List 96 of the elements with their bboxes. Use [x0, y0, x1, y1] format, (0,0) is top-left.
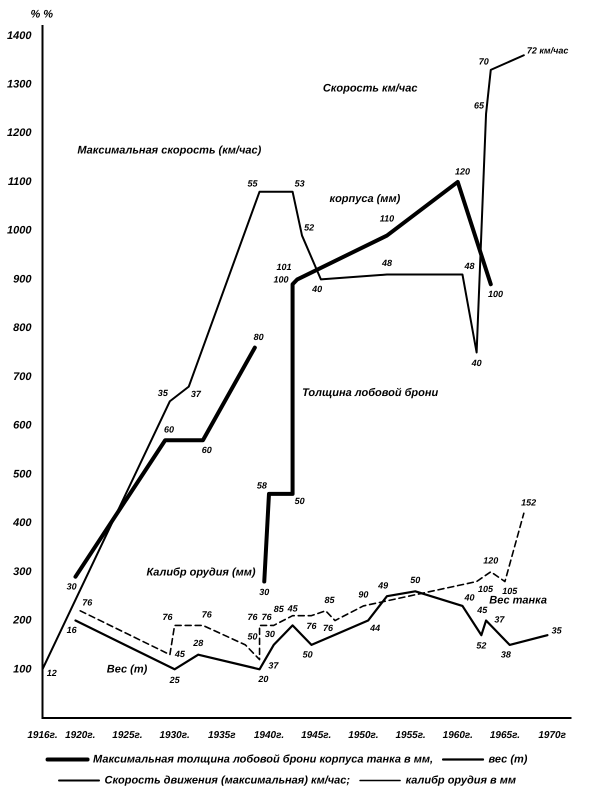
annotation: 44 [369, 622, 380, 633]
annotation: 25 [168, 674, 181, 685]
y-tick-label: 1200 [6, 127, 32, 140]
annotation: 30 [259, 587, 270, 598]
x-tick-label: 1930г. [159, 730, 190, 741]
annotation: Вес танка [489, 594, 548, 606]
x-tick-label: 1940г. [254, 730, 284, 741]
x-tick-label: 1960г. [442, 730, 473, 741]
annotation: 72 км/час [526, 46, 568, 56]
y-tick-label: 600 [13, 420, 32, 432]
y-tick-label: 100 [13, 663, 32, 676]
annotation: 76 [262, 612, 273, 622]
annotation: 105 [502, 586, 518, 596]
x-tick-label: 1916г. [27, 730, 58, 741]
annotation: 52 [476, 640, 486, 651]
legend-label: калибр орудия в мм [406, 774, 516, 787]
annotation: 53 [294, 178, 305, 188]
annotation: 37 [494, 614, 506, 625]
annotation: 49 [377, 580, 388, 590]
x-tick-label: 1970г [538, 730, 567, 741]
annotation: 76 [82, 597, 94, 608]
annotation: 80 [254, 332, 264, 342]
y-tick-label: 300 [13, 566, 32, 578]
annotation: 85 [324, 595, 336, 606]
annotation: 100 [274, 274, 289, 285]
annotation: 100 [488, 288, 504, 299]
x-tick-label: 1935г [208, 730, 236, 741]
annotation: 50 [294, 496, 305, 506]
annotation: 30 [264, 629, 275, 640]
x-tick-label: 1920г. [65, 730, 96, 741]
annotation: 85 [274, 604, 285, 614]
x-tick-label: 1950г. [348, 730, 378, 741]
annotation: 38 [500, 650, 511, 660]
annotation: 48 [380, 258, 392, 268]
annotation: 90 [358, 589, 368, 600]
annotation: 50 [247, 632, 258, 642]
annotation: Вес (т) [106, 664, 148, 676]
annotation: 76 [322, 622, 334, 633]
annotation: 76 [202, 610, 213, 620]
annotation: 28 [192, 638, 204, 648]
annotation: 60 [164, 424, 174, 435]
y-tick-label: 800 [13, 322, 32, 334]
y-tick-label: 400 [12, 517, 32, 530]
legend-label: Максимальная толщина лобовой брони корпуса танка в мм, [93, 754, 434, 766]
annotation: 45 [174, 649, 186, 660]
legend-label: вес (т) [488, 754, 528, 766]
y-tick-label: 1300 [6, 78, 32, 91]
x-tick-label: 1955г. [395, 730, 426, 741]
annotation: 70 [478, 56, 489, 67]
annotation: 50 [302, 650, 313, 660]
y-axis-title: % % [30, 8, 54, 21]
annotation: 105 [478, 584, 494, 594]
y-tick-label: 500 [13, 468, 32, 480]
annotation: 37 [268, 660, 280, 670]
annotation: 45 [476, 604, 488, 615]
legend-label: Скорость движения (максимальная) км/час; [104, 774, 350, 787]
annotation: 110 [380, 214, 394, 224]
annotation: 120 [483, 555, 498, 566]
annotation: 12 [46, 668, 57, 678]
annotation: 35 [158, 388, 169, 398]
annotation: 58 [256, 480, 267, 491]
annotation: Калибр орудия (мм) [146, 566, 256, 579]
y-tick-label: 1000 [6, 224, 32, 237]
annotation: 40 [311, 284, 322, 294]
annotation: 16 [66, 625, 78, 636]
annotation: 65 [474, 100, 485, 110]
annotation: 37 [190, 388, 202, 399]
annotation: 60 [202, 444, 212, 455]
annotation: 76 [247, 612, 258, 622]
x-tick-label: 1965г. [490, 730, 520, 741]
annotation: 52 [304, 222, 314, 232]
annotation: 48 [464, 261, 475, 272]
annotation: Максимальная скорость (км/час) [77, 144, 262, 157]
annotation: 35 [552, 625, 563, 636]
y-tick-label: 1400 [6, 30, 32, 42]
y-tick-label: 900 [13, 273, 32, 286]
y-tick-label: 200 [12, 614, 32, 627]
annotation: 30 [66, 581, 77, 592]
annotation: 152 [521, 498, 536, 508]
annotation: 76 [306, 621, 318, 632]
annotation: 40 [464, 592, 475, 603]
annotation: корпуса (мм) [330, 193, 401, 206]
annotation: 40 [470, 358, 482, 368]
annotation: 76 [162, 612, 174, 622]
annotation: Скорость км/час [322, 82, 418, 94]
annotation: 120 [455, 166, 470, 176]
y-tick-label: 1100 [8, 176, 32, 188]
y-tick-label: 700 [13, 370, 32, 383]
annotation: 55 [247, 178, 258, 188]
x-tick-label: 1945г. [301, 730, 332, 741]
annotation: 20 [257, 674, 268, 684]
annotation: 50 [410, 574, 420, 585]
annotation: Толщина лобовой брони [302, 386, 438, 399]
annotation: 45 [286, 603, 299, 614]
x-tick-label: 1925г. [112, 730, 143, 741]
annotation: 101 [276, 262, 292, 272]
